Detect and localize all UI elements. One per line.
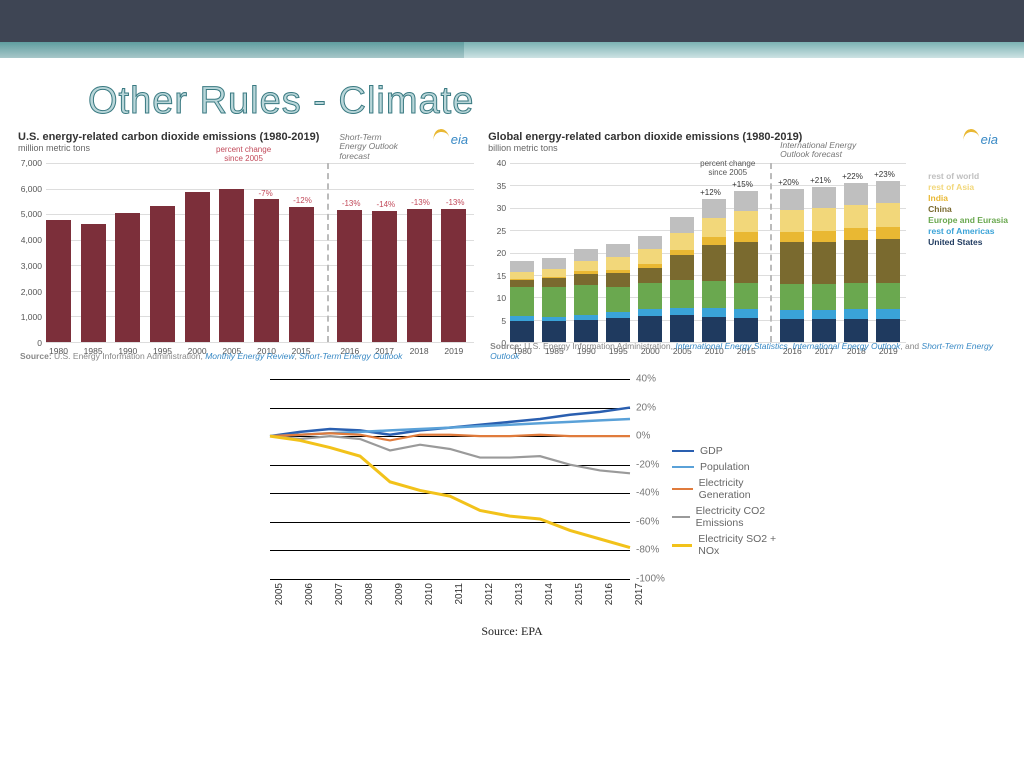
legend-entry: India [928,193,1008,204]
stacked-bar: 2005 [670,163,694,342]
chart-title: U.S. energy-related carbon dioxide emiss… [18,131,476,143]
us-emissions-chart: U.S. energy-related carbon dioxide emiss… [18,131,476,361]
legend-entry: Europe and Eurasia [928,215,1008,226]
chart-source: Source: U.S. Energy Information Administ… [490,341,1004,361]
bar: 2017 [372,211,397,342]
slide-accent-strip [0,42,1024,58]
legend-entry: rest of world [928,171,1008,182]
legend-entry: Electricity CO2 Emissions [672,505,792,529]
y-axis: 0510152025303540 [488,163,508,343]
chart-legend: rest of worldrest of AsiaIndiaChinaEurop… [928,171,1008,248]
bar: 1985 [81,224,106,342]
eia-logo-icon: eia [963,131,998,147]
legend-entry: Electricity Generation [672,477,792,501]
bar: 1980 [46,220,71,342]
global-emissions-chart: Global energy-related carbon dioxide emi… [488,131,1006,361]
series-line [270,436,630,473]
bar: 1990 [115,213,140,342]
y-axis: 01,0002,0003,0004,0005,0006,0007,000 [18,163,44,343]
stacked-bar: 2018 [844,163,868,342]
charts-row: U.S. energy-related carbon dioxide emiss… [0,131,1024,361]
series-line [270,436,630,547]
plot-area [270,379,630,580]
stacked-bar: 1995 [606,163,630,342]
stacked-bar: 1980 [510,163,534,342]
eia-logo-icon: eia [433,131,468,147]
chart-title: Global energy-related carbon dioxide emi… [488,131,1006,143]
bar: 2000 [185,192,210,342]
x-tick-label: 2017 [634,583,688,605]
bar: 2010 [254,199,279,342]
bar: 2016 [337,210,362,342]
plot-area: 1980198519901995200020052010-7%2015-12%2… [46,163,474,343]
stacked-bar: 1990 [574,163,598,342]
legend-entry: Population [672,461,792,473]
chart-source: Source: U.S. Energy Information Administ… [20,351,474,361]
legend-entry: United States [928,237,1008,248]
chart-subtitle: billion metric tons [488,143,1006,153]
bar: 2005 [219,189,244,342]
slide-top-bar [0,0,1024,42]
stacked-bar: 2019 [876,163,900,342]
stacked-bar: 2000 [638,163,662,342]
trends-line-chart: -100%-80%-60%-40%-20%0%20%40% GDPPopulat… [232,371,792,631]
legend-entry: rest of Asia [928,182,1008,193]
legend-entry: GDP [672,445,792,457]
legend-entry: China [928,204,1008,215]
plot-area: 1980198519901995200020052010+12%2015+15%… [510,163,906,343]
stacked-bar: 1985 [542,163,566,342]
bar: 2015 [289,207,314,342]
stacked-bar: 2017 [812,163,836,342]
bar: 2018 [407,209,432,342]
stacked-bar: 2015 [734,163,758,342]
stacked-bar: 2016 [780,163,804,342]
bar: 2019 [441,209,466,342]
chart-source: Source: EPA [481,624,542,639]
legend-entry: Electricity SO2 + NOx [672,533,792,557]
legend-entry: rest of Americas [928,226,1008,237]
chart-legend: GDP Population Electricity Generation Elect… [672,441,792,561]
bar: 1995 [150,206,175,342]
page-title: Other Rules - Climate [88,80,1024,123]
